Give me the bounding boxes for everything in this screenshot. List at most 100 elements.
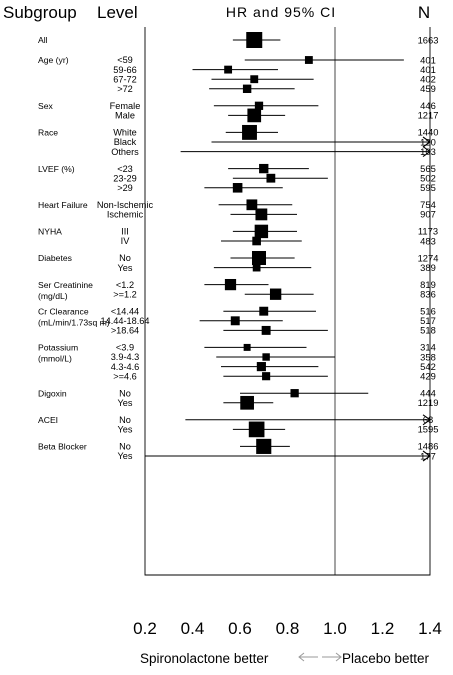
n-value: 518 [420,325,436,336]
hr-point [262,372,271,381]
level-label: 4.3-4.6 [111,362,140,372]
subgroup-label: (mg/dL) [38,291,68,301]
level-label: <23 [117,164,133,174]
level-label: White [113,128,137,138]
n-value: 1173 [418,226,438,237]
hr-point [304,56,313,64]
level-label: Female [110,101,141,111]
level-label: Yes [118,425,133,435]
level-label: >72 [117,84,133,94]
n-value: 314 [420,342,436,353]
x-axis: 0.2 0.4 0.6 0.8 1.0 1.2 1.4 [133,27,442,638]
subgroup-label: Age (yr) [38,55,69,65]
hr-point [232,183,243,193]
level-label: 14.44-18.64 [100,316,149,326]
n-value: 402 [420,74,436,85]
x-tick-label: 1.2 [371,619,395,638]
subgroup-label: Digoxin [38,388,67,398]
hr-point [266,173,276,183]
level-label: 59-66 [113,65,137,75]
hr-point [252,236,261,246]
n-value: 595 [420,182,436,193]
hr-point [247,108,262,123]
level-label: Yes [118,398,133,408]
hr-point [242,84,252,94]
n-value: 1595 [418,424,439,435]
plot-header: HR and 95% CI [226,4,336,20]
x-tick-label: 0.4 [181,619,205,638]
n-value: 907 [420,209,436,220]
subgroup-label: Sex [38,101,54,111]
subgroup-label: (mmol/L) [38,354,72,364]
level-label: No [119,415,131,425]
level-label: Non-Ischemic [97,200,154,210]
subgroup-label: (mL/min/1.73sq m) [38,317,110,327]
level-label: No [119,253,131,263]
n-value: 1219 [418,397,439,408]
hr-point [254,101,264,110]
n-value: 516 [420,306,436,317]
n-value: 446 [420,100,436,111]
n-value: 819 [420,279,436,290]
plot-frame [144,27,431,576]
level-label: >=1.2 [113,289,137,299]
x-tick-label: 0.6 [228,619,252,638]
footer-legend: Spironolactone better Placebo better [140,651,430,666]
level-label: Yes [118,451,133,461]
subgroup-label: Heart Failure [38,200,88,210]
level-label: <14.44 [111,306,139,316]
x-tick-label: 1.4 [418,619,442,638]
hr-point [224,65,233,74]
hr-point [259,163,269,174]
hr-point [256,362,266,372]
n-value: 358 [420,351,436,362]
n-value: 429 [420,371,436,382]
n-value: 517 [420,315,436,326]
subgroup-label: ACEI [38,415,58,425]
n-value: 389 [420,262,436,273]
n-value: 1217 [418,110,439,121]
n-value: 459 [420,83,436,94]
hr-point [242,124,257,140]
x-tick-label: 0.8 [276,619,300,638]
hr-point [250,75,259,84]
level-label: Others [111,147,139,157]
subgroup-label: LVEF (%) [38,164,75,174]
level-label: IV [121,236,131,246]
n-value: 502 [420,173,436,184]
hr-point [243,343,251,351]
level-label: <3.9 [116,343,134,353]
n-value: 1486 [418,441,439,452]
n-value: 483 [420,235,436,246]
level-label: Male [115,111,135,121]
n-value: 401 [420,54,436,65]
level-label: <59 [117,55,133,65]
hr-point [230,316,240,326]
n-value: 565 [420,163,436,174]
level-label: No [119,388,131,398]
subgroup-label: Cr Clearance [38,306,89,316]
level-label: >18.64 [111,326,139,336]
hr-point [256,438,272,454]
n-value: 836 [420,289,436,300]
favors-placebo-label: Placebo better [342,651,430,666]
hr-point [252,263,261,272]
hr-point [254,224,269,239]
subgroup-header: Subgroup [3,3,77,22]
n-value: 1663 [418,34,439,45]
hr-point [290,389,299,398]
hr-point [255,208,268,221]
level-label: >29 [117,183,133,193]
hr-point [248,421,265,438]
n-value: 444 [420,388,436,399]
subgroup-label: All [38,35,48,45]
x-tick-label: 0.2 [133,619,157,638]
level-label: Ischemic [107,210,144,220]
subgroup-label: Ser Creatinine [38,280,93,290]
hr-point [246,199,258,211]
level-label: <1.2 [116,280,134,290]
hr-point [246,32,263,48]
n-value: 401 [420,64,436,75]
n-value: 542 [420,361,436,372]
level-label: >=4.6 [113,371,137,381]
